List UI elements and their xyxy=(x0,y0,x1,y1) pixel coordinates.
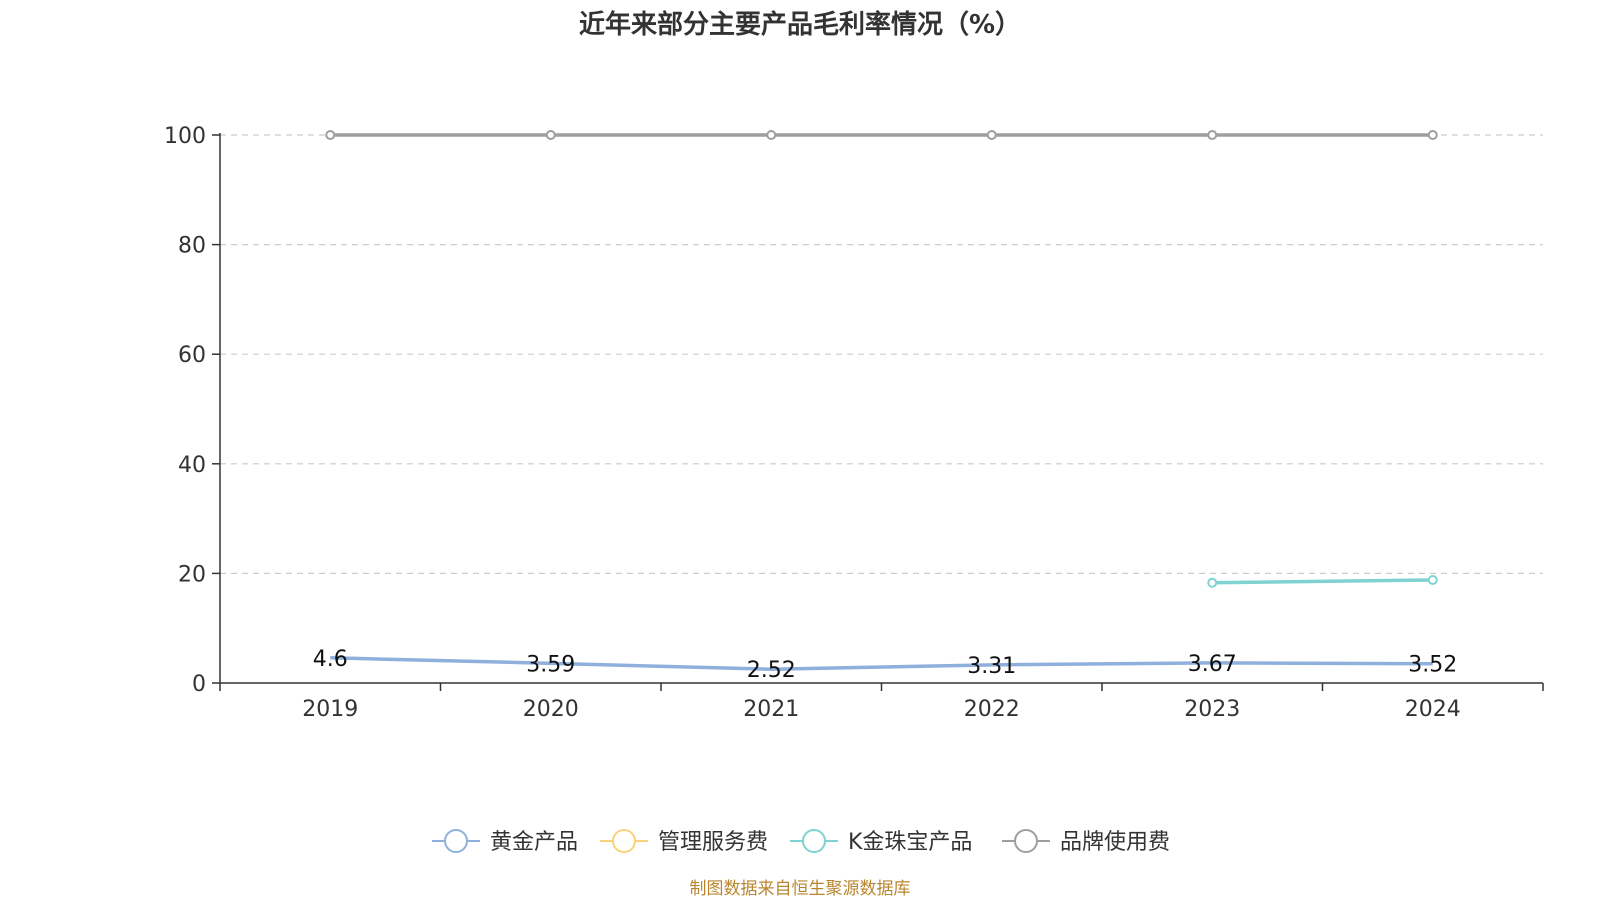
series-line-0 xyxy=(330,656,1433,671)
x-tick-label: 2022 xyxy=(964,697,1020,722)
series-layer xyxy=(325,130,1438,671)
data-label: 2.52 xyxy=(747,658,796,683)
legend-circle-icon xyxy=(444,829,468,853)
series-line-2 xyxy=(1212,578,1433,585)
data-point xyxy=(986,130,997,140)
axis-layer: 0 20 40 60 80 100 2019 2020 2021 2022 2023 2024 xyxy=(164,124,1544,722)
x-tick-label: 2019 xyxy=(302,697,358,722)
data-point xyxy=(325,130,336,140)
x-tick-label: 2021 xyxy=(743,697,799,722)
y-tick-label: 20 xyxy=(178,562,206,587)
data-label: 4.6 xyxy=(313,647,348,672)
data-point xyxy=(766,130,777,140)
source-note: 制图数据来自恒生聚源数据库 xyxy=(690,879,911,899)
legend-label: 黄金产品 xyxy=(490,830,578,855)
chart-title: 近年来部分主要产品毛利率情况（%） xyxy=(579,9,1021,40)
data-label: 3.59 xyxy=(526,652,575,677)
legend-circle-icon xyxy=(1014,829,1038,853)
y-tick-label: 40 xyxy=(178,453,206,478)
data-point xyxy=(1427,574,1438,585)
y-tick-label: 0 xyxy=(192,672,206,697)
grid-layer xyxy=(220,134,1543,575)
data-label: 3.52 xyxy=(1408,653,1457,678)
legend-item-1: 管理服务费 xyxy=(600,829,768,855)
y-tick-label: 100 xyxy=(164,124,206,149)
legend-circle-icon xyxy=(612,829,636,853)
data-point xyxy=(1207,130,1218,140)
data-label: 3.31 xyxy=(967,654,1016,679)
legend-circle-icon xyxy=(802,829,826,853)
y-tick-label: 60 xyxy=(178,343,206,368)
y-tick-label: 80 xyxy=(178,234,206,259)
legend: 黄金产品 管理服务费 K金珠宝产品 品牌使用费 xyxy=(432,829,1170,855)
legend-item-0: 黄金产品 xyxy=(432,829,578,855)
data-point xyxy=(1427,130,1438,140)
legend-item-3: 品牌使用费 xyxy=(1002,829,1170,855)
x-tick-label: 2024 xyxy=(1405,697,1461,722)
legend-label: 管理服务费 xyxy=(658,830,768,855)
data-point xyxy=(1207,577,1218,588)
data-label-layer: 4.6 3.59 2.52 3.31 3.67 3.52 xyxy=(313,647,1457,683)
x-tick-label: 2023 xyxy=(1184,697,1240,722)
legend-item-2: K金珠宝产品 xyxy=(790,829,972,855)
data-point xyxy=(545,130,556,140)
data-label: 3.67 xyxy=(1188,652,1237,677)
legend-label: K金珠宝产品 xyxy=(848,830,972,855)
x-tick-label: 2020 xyxy=(523,697,579,722)
legend-label: 品牌使用费 xyxy=(1060,830,1170,855)
